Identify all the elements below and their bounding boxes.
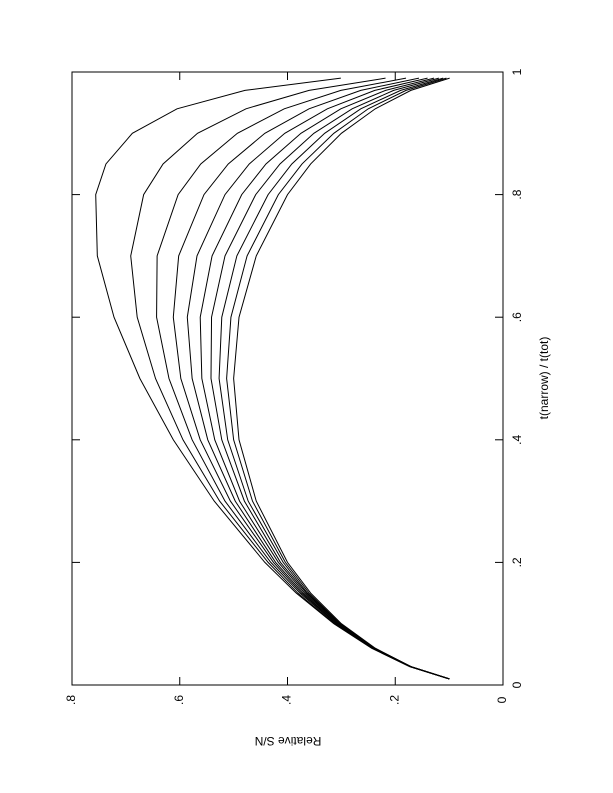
- x-axis-label: t(narrow) / t(tot): [537, 337, 551, 420]
- x-tick-label: .8: [510, 189, 524, 199]
- y-tick-label: .8: [64, 695, 78, 705]
- x-tick-label: 0: [510, 681, 524, 688]
- y-tick-label: .4: [280, 695, 294, 705]
- curve: [156, 77, 450, 680]
- curve: [172, 77, 450, 680]
- curve: [233, 77, 450, 680]
- curve: [199, 77, 450, 680]
- curve: [210, 77, 450, 680]
- curve: [130, 77, 450, 680]
- y-tick-label: .6: [172, 695, 186, 705]
- x-tick-label: .6: [510, 312, 524, 322]
- x-tick-label: .2: [510, 557, 524, 567]
- curve: [186, 77, 450, 680]
- curve: [226, 77, 450, 680]
- y-axis-label: Relative S/N: [255, 734, 322, 748]
- y-tick-label: 0: [495, 696, 509, 703]
- plot-frame: [71, 71, 504, 686]
- x-tick-label: 1: [510, 68, 524, 75]
- x-tick-label: .4: [510, 434, 524, 444]
- y-tick-label: .2: [387, 695, 401, 705]
- curve: [218, 77, 450, 680]
- curve: [95, 77, 450, 680]
